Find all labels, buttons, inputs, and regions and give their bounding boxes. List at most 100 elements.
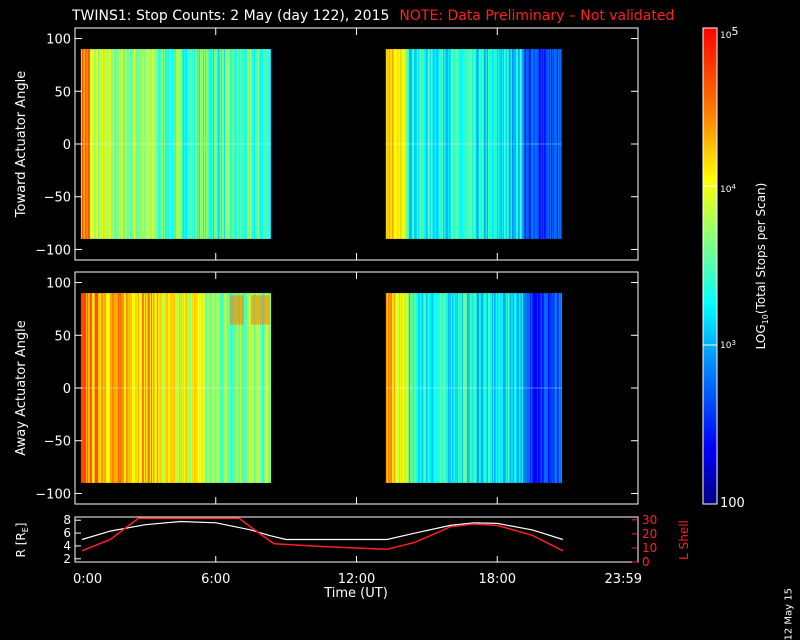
heatmap-column-307 [502,293,505,483]
heatmap-column-193 [388,49,391,239]
heatmap-column-4 [84,49,87,239]
heatmap-column-258 [453,293,456,483]
heatmap-column-20 [100,49,103,239]
heatmap-column-9 [89,49,92,239]
heatmap-column-274 [469,49,472,239]
heatmap-column-180 [260,49,263,239]
heatmap-column-203 [398,293,401,483]
heatmap-column-308 [503,293,506,483]
heatmap-column-7 [87,293,90,483]
heatmap-column-41 [121,293,124,483]
heatmap-column-200 [395,49,398,239]
heatmap-column-344 [539,49,542,239]
heatmap-column-303 [498,293,501,483]
heatmap-column-281 [476,293,479,483]
heatmap-column-76 [156,49,159,239]
heatmap-column-345 [540,49,543,239]
heatmap-column-271 [466,49,469,239]
heatmap-column-31 [111,49,114,239]
heatmap-column-316 [511,293,514,483]
ytick-label-2: 0 [63,138,71,153]
heatmap-column-289 [484,293,487,483]
heatmap-column-133 [213,293,216,483]
heatmap-column-210 [405,49,408,239]
heatmap-column-205 [400,293,403,483]
heatmap-column-238 [433,49,436,239]
heatmap-column-251 [446,293,449,483]
heatmap-column-342 [537,49,540,239]
heatmap-column-57 [137,49,140,239]
heatmap-column-117 [197,49,200,239]
orbit-xtick-label-1: 6:00 [201,572,230,587]
heatmap-column-120 [200,293,203,483]
heatmap-column-280 [475,49,478,239]
heatmap-column-248 [443,293,446,483]
heatmap-column-12 [92,293,95,483]
heatmap-column-119 [199,293,202,483]
heatmap-column-149 [229,49,232,239]
heatmap-column-300 [495,49,498,239]
heatmap-column-135 [215,293,218,483]
heatmap-column-181 [261,49,264,239]
heatmap-column-352 [547,293,550,483]
heatmap-column-295 [490,293,493,483]
heatmap-column-286 [481,49,484,239]
heatmap-column-254 [449,293,452,483]
heatmap-column-124 [204,293,207,483]
heatmap-column-160 [240,293,243,483]
heatmap-column-334 [529,293,532,483]
heatmap-column-256 [451,49,454,239]
ytick-label-1: 50 [54,329,71,344]
heatmap-column-320 [515,293,518,483]
heatmap-column-202 [397,293,400,483]
heatmap-column-240 [435,293,438,483]
heatmap-column-226 [421,293,424,483]
heatmap-column-42 [122,49,125,239]
heatmap-column-130 [210,293,213,483]
heatmap-column-115 [195,49,198,239]
heatmap-column-45 [125,49,128,239]
heatmap-column-35 [115,49,118,239]
heatmap-column-213 [408,49,411,239]
heatmap-column-356 [551,293,554,483]
heatmap-column-152 [232,293,235,483]
heatmap-column-220 [415,293,418,483]
heatmap-column-168 [248,293,251,483]
heatmap-column-260 [455,49,458,239]
heatmap-column-184 [264,293,267,483]
heatmap-column-295 [490,49,493,239]
heatmap-column-106 [186,49,189,239]
heatmap-column-207 [402,49,405,239]
heatmap-column-263 [458,293,461,483]
heatmap-column-27 [107,293,110,483]
heatmap-column-121 [201,293,204,483]
heatmap-column-250 [445,293,448,483]
heatmap-column-243 [438,293,441,483]
heatmap-column-187 [267,49,270,239]
heatmap-column-33 [113,293,116,483]
heatmap-column-132 [212,49,215,239]
heatmap-column-19 [99,293,102,483]
heatmap-column-306 [501,293,504,483]
heatmap-column-359 [554,49,557,239]
heatmap-column-96 [176,293,179,483]
heatmap-column-262 [457,293,460,483]
heatmap-column-284 [479,49,482,239]
heatmap-column-167 [247,293,250,483]
heatmap-column-253 [448,49,451,239]
heatmap-column-137 [217,49,220,239]
heatmap-column-164 [244,293,247,483]
heatmap-column-340 [535,293,538,483]
heatmap-column-258 [453,49,456,239]
heatmap-column-52 [132,49,135,239]
heatmap-column-365 [560,49,563,239]
heatmap-column-161 [241,293,244,483]
heatmap-column-227 [422,293,425,483]
heatmap-column-113 [193,49,196,239]
ytick-label-4: −100 [35,487,71,502]
heatmap-column-291 [486,293,489,483]
heatmap-column-97 [177,293,180,483]
heatmap-column-53 [133,49,136,239]
heatmap-column-226 [421,49,424,239]
heatmap-column-221 [416,49,419,239]
